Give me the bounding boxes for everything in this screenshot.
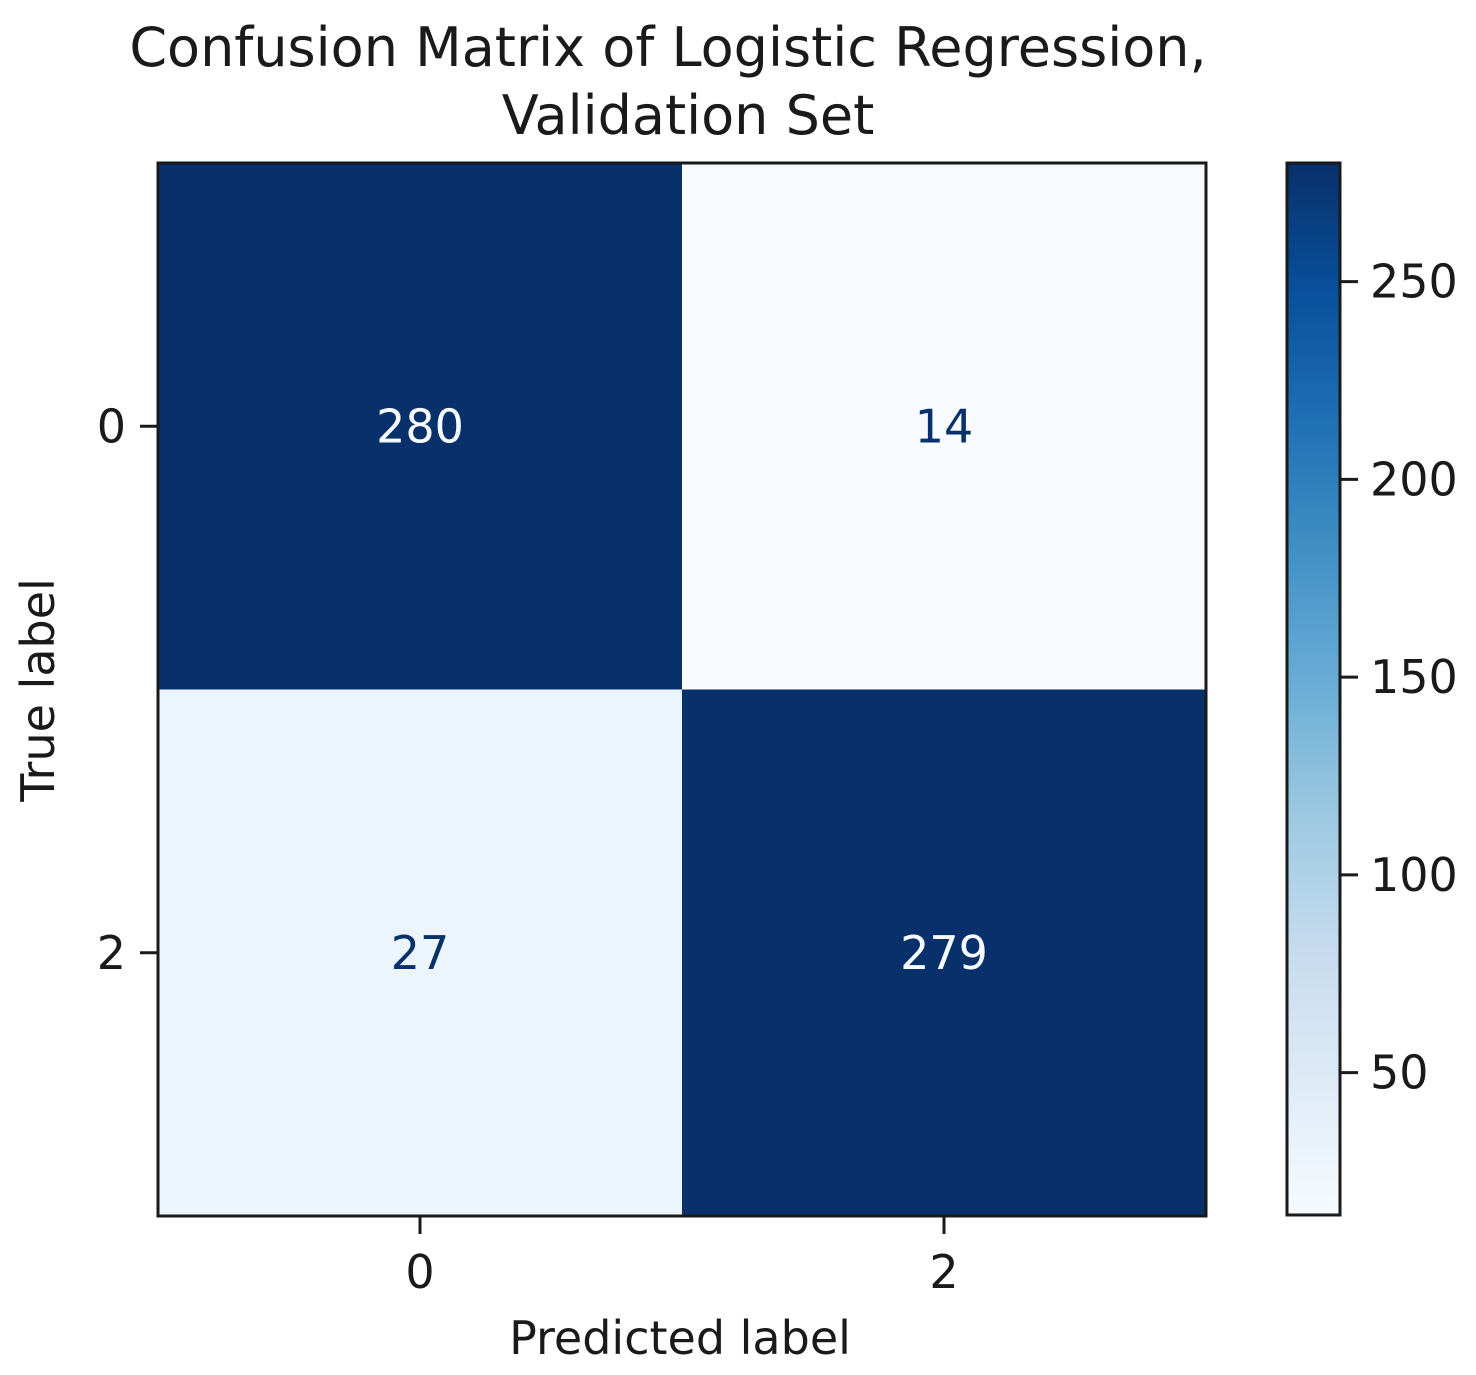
x-tick-label-1: 2 — [929, 1245, 958, 1299]
colorbar-tick-label-0: 50 — [1370, 1046, 1429, 1100]
colorbar-tick-label-1: 100 — [1370, 848, 1458, 902]
x-axis-label: Predicted label — [509, 1311, 851, 1365]
cell-value-r1-c0: 27 — [391, 926, 450, 980]
heatmap-cell-r1-c1 — [682, 689, 1206, 1216]
chart-title-line-1: Confusion Matrix of Logistic Regression, — [129, 16, 1206, 79]
y-axis-ticks: 02 — [97, 399, 158, 980]
cell-value-r0-c0: 280 — [376, 399, 464, 453]
heatmap-cell-r0-c0 — [158, 163, 682, 690]
heatmap-cell-r0-c1 — [682, 163, 1206, 690]
cell-annotations: 280 14 27 279 — [376, 399, 988, 980]
colorbar-tick-label-4: 250 — [1370, 255, 1458, 309]
x-tick-label-0: 0 — [405, 1245, 434, 1299]
y-tick-label-0: 0 — [97, 399, 126, 453]
y-axis-label: True label — [11, 578, 65, 803]
colorbar-tick-label-2: 150 — [1370, 650, 1458, 704]
colorbar-frame — [1285, 161, 1342, 1217]
heatmap-cells — [158, 163, 1206, 1216]
chart-title-line-2: Validation Set — [502, 84, 875, 147]
colorbar-tick-label-3: 200 — [1370, 452, 1458, 506]
heatmap-cell-r1-c0 — [158, 689, 682, 1216]
y-tick-label-1: 2 — [97, 926, 126, 980]
colorbar — [1287, 163, 1340, 1215]
cell-value-r0-c1: 14 — [915, 399, 974, 453]
cell-value-r1-c1: 279 — [900, 926, 988, 980]
plot-frame — [156, 161, 1208, 1218]
colorbar-ticks: 50 100 150 200 250 — [1340, 255, 1458, 1100]
